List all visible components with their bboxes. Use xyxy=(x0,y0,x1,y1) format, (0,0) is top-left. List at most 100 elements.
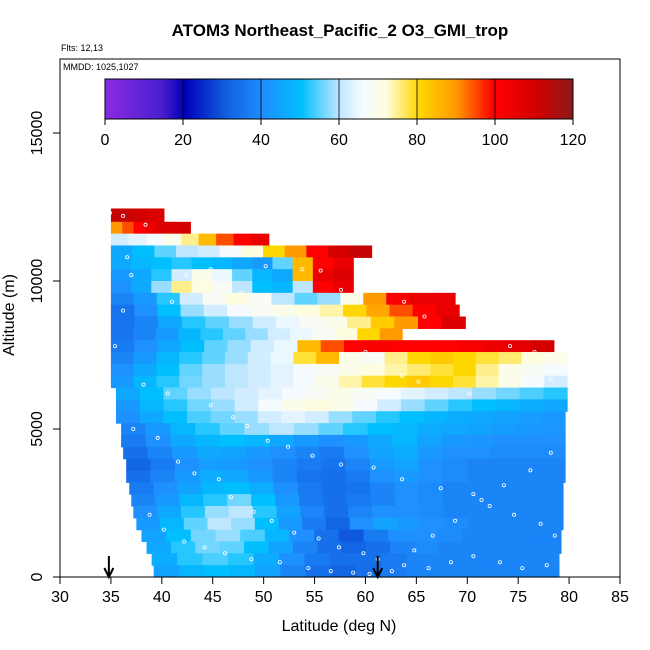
heatmap-cell xyxy=(540,434,566,448)
heatmap-cell xyxy=(302,517,327,531)
heatmap-cell xyxy=(432,292,456,306)
sample-point xyxy=(501,483,506,488)
heatmap-cell xyxy=(333,257,354,270)
heatmap-cell xyxy=(110,352,135,365)
heatmap-cell xyxy=(151,553,178,566)
heatmap-cell xyxy=(131,494,156,507)
heatmap-cell xyxy=(328,245,351,258)
heatmap-cell xyxy=(390,541,416,554)
heatmap-cell xyxy=(180,340,205,353)
heatmap-cell xyxy=(110,221,123,235)
heatmap-cell xyxy=(418,482,444,495)
heatmap-cell xyxy=(273,304,298,318)
heatmap-cell xyxy=(187,387,212,400)
heatmap-cell xyxy=(319,446,345,460)
heatmap-cell xyxy=(530,340,555,353)
sample-point xyxy=(129,273,134,278)
heatmap-cell xyxy=(363,292,387,306)
heatmap-cell xyxy=(179,375,203,389)
sample-point xyxy=(208,403,213,408)
heatmap-cell xyxy=(190,529,217,543)
sample-point xyxy=(471,492,476,497)
sample-point xyxy=(402,299,407,304)
heatmap-cell xyxy=(470,411,495,424)
heatmap-cell xyxy=(442,482,468,495)
heatmap-cell xyxy=(292,541,318,554)
colorbar-frame xyxy=(104,78,574,120)
heatmap-cell xyxy=(355,553,382,566)
heatmap-cell xyxy=(515,446,542,460)
heatmap-cell xyxy=(137,208,147,223)
heatmap-cell xyxy=(145,233,165,247)
heatmap-cell xyxy=(133,352,158,365)
heatmap-cell xyxy=(219,434,245,448)
heatmap-cell xyxy=(278,517,303,531)
sample-point xyxy=(121,213,126,218)
sample-point xyxy=(192,471,197,476)
heatmap-cell xyxy=(384,375,409,389)
heatmap-cell xyxy=(160,517,185,531)
heatmap-cell xyxy=(247,375,272,389)
heatmap-cell xyxy=(353,387,378,400)
heatmap-cell xyxy=(482,553,509,566)
heatmap-cell xyxy=(498,352,523,365)
heatmap-cell xyxy=(368,446,394,460)
sample-point xyxy=(169,299,174,304)
heatmap-cell xyxy=(245,446,272,460)
heatmap-cell xyxy=(272,470,298,483)
heatmap-cell xyxy=(272,257,294,270)
heatmap-cell xyxy=(241,245,264,258)
x-axis: 30 35 40 45 50 55 60 65 70 75 80 85 xyxy=(51,577,629,606)
heatmap-cell xyxy=(294,446,321,460)
heatmap-cell xyxy=(199,470,225,483)
heatmap-cell xyxy=(365,541,391,554)
heatmap-cell xyxy=(116,387,141,400)
heatmap-cell xyxy=(341,541,367,554)
sample-point xyxy=(453,518,458,523)
heatmap-cell xyxy=(457,565,484,578)
heatmap-cell xyxy=(400,387,426,400)
heatmap-cell xyxy=(514,482,540,495)
sample-point xyxy=(363,349,368,354)
sample-point xyxy=(402,563,407,568)
x-tick-label: 80 xyxy=(560,589,578,606)
heatmap-cell xyxy=(205,316,230,329)
heatmap-cell xyxy=(133,221,146,235)
heatmap-cell xyxy=(210,411,235,424)
heatmap-cell xyxy=(126,458,152,472)
heatmap-cell xyxy=(389,304,414,318)
heatmap-cell xyxy=(321,470,347,483)
heatmap-cell xyxy=(399,411,424,424)
heatmap-cell xyxy=(244,434,270,448)
heatmap-cell xyxy=(407,375,431,389)
sample-point xyxy=(548,376,553,381)
heatmap-cell xyxy=(345,470,371,483)
heatmap-cell xyxy=(453,363,477,377)
heatmap-cell xyxy=(316,375,340,389)
heatmap-cell xyxy=(110,281,132,294)
sample-point xyxy=(361,551,366,556)
heatmap-cell xyxy=(340,292,364,306)
heatmap-cell xyxy=(516,470,542,483)
heatmap-cell xyxy=(370,482,395,495)
heatmap-cell xyxy=(392,423,418,436)
heatmap-cell xyxy=(254,565,281,578)
heatmap-cell xyxy=(170,541,196,554)
heatmap-cell xyxy=(490,482,516,495)
heatmap-cell xyxy=(195,541,221,554)
heatmap-cell xyxy=(397,517,422,531)
heatmap-cell xyxy=(318,423,344,436)
heatmap-cell xyxy=(516,458,542,472)
sample-point xyxy=(487,503,492,508)
heatmap-cell xyxy=(210,399,236,412)
sample-point xyxy=(426,566,431,571)
heatmap-cell xyxy=(207,517,232,531)
heatmap-cell xyxy=(272,269,294,282)
heatmap-cell xyxy=(384,352,409,365)
heatmap-cell xyxy=(498,375,523,389)
heatmap-cell xyxy=(466,423,492,436)
heatmap-cell xyxy=(380,553,407,566)
heatmap-cell xyxy=(202,375,226,389)
heatmap-cell xyxy=(215,529,241,543)
heatmap-cell xyxy=(394,316,419,329)
